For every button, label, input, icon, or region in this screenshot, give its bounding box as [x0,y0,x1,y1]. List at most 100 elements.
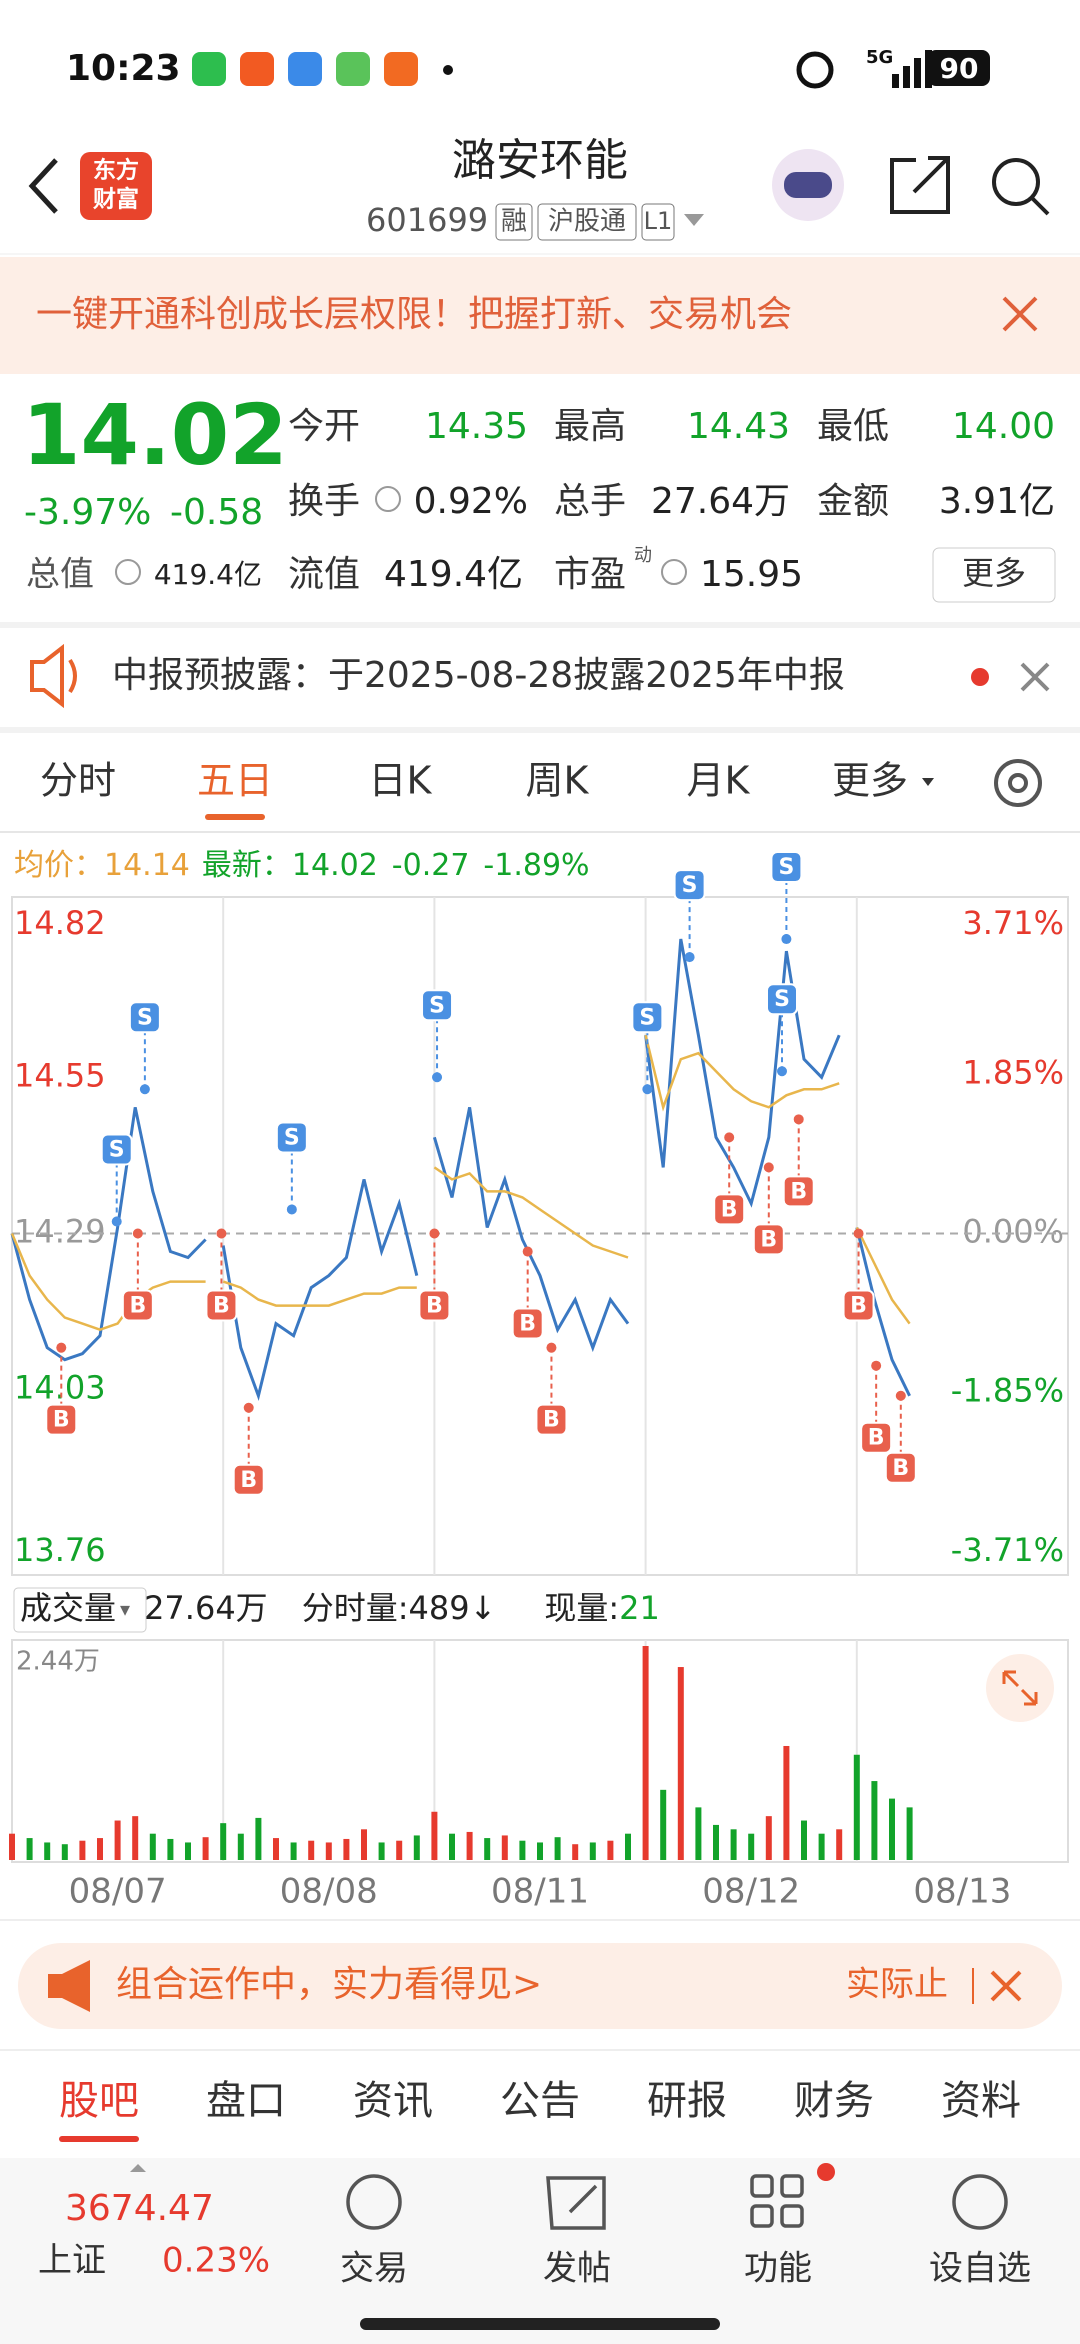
tick-volume: 分时量:489↓ [302,1589,497,1627]
volume-header: 成交量 ▾ 27.64万 分时量:489↓ 现量:21 [20,1589,660,1627]
tab[interactable]: 周K [526,759,590,803]
field-sup: 动 [634,545,652,566]
field-value: 419.4亿 [384,554,523,595]
volume-bar [237,1833,244,1860]
marker-dot [684,952,695,963]
volume-bar [836,1829,843,1860]
volume-bar [589,1842,596,1860]
bottom-tab[interactable]: 研报 [647,2078,727,2124]
volume-bar [26,1838,33,1860]
latest-label: 最新： [202,848,292,883]
dropdown[interactable] [684,214,704,226]
volume-bar [378,1842,385,1860]
marker-box [860,1421,893,1454]
volume-bar [713,1824,719,1860]
field-label: 最低 [817,406,889,447]
y2-tick-label: 0.00% [962,1213,1064,1251]
close-button[interactable] [990,1970,1022,2002]
marker-dot [793,1114,804,1125]
share-icon[interactable] [890,156,950,214]
price-line [10,1106,207,1362]
x-tick-label: 08/07 [69,1872,167,1912]
marker-box [45,1403,78,1436]
volume-bar [572,1844,579,1860]
bottom-tab[interactable]: 财务 [794,2078,874,2124]
nav-item[interactable]: 发帖 [543,2249,611,2289]
close-button[interactable] [1020,662,1050,692]
volume-selector[interactable] [13,1587,147,1633]
volume-bar [449,1833,455,1860]
marker-label: S [284,1125,300,1150]
info-icon[interactable] [375,486,401,512]
stock-name: 潞安环能 [452,135,628,186]
volume-bar [9,1833,15,1860]
volume-bar [801,1820,807,1860]
marker-dot [871,1360,882,1371]
marker-dot [216,1228,227,1239]
logo-text: 财富 [93,186,139,213]
bottom-tab[interactable]: 公告 [500,2078,580,2124]
nav-item[interactable]: 交易 [340,2249,408,2289]
tab[interactable]: 更多 [832,759,908,803]
info-line: 均价：14.14 最新：14.02 -0.27 -1.89% [14,848,590,883]
tab[interactable]: 日K [369,759,433,803]
ad-banner[interactable] [18,1943,1062,2029]
tab[interactable]: 分时 [40,759,116,803]
marker-box [128,1001,161,1034]
expand-button[interactable] [986,1654,1054,1722]
y-tick-label: 14.55 [14,1056,106,1094]
avg-label: 均价： [14,848,104,883]
nav-item[interactable]: 设自选 [929,2249,1031,2289]
info-icon[interactable] [115,559,141,585]
marker-label: B [721,1197,738,1222]
banner-text: 一键开通科创成长层权限！把握打新、交易机会 [36,294,792,335]
notice-text: 中报预披露：于2025-08-28披露2025年中报 [112,655,845,696]
nav-icons [346,2174,1008,2230]
bottom-tab[interactable]: 股吧 [59,2078,139,2124]
volume-bar [677,1667,684,1860]
more-button[interactable] [932,547,1056,603]
settings-icon[interactable] [994,759,1042,807]
banner[interactable] [0,257,1080,374]
marker-label: B [213,1294,230,1319]
field-label: 市盈 [554,554,626,595]
marker-label: S [682,873,698,898]
badge-box [495,203,533,241]
marker-box [631,1001,664,1034]
marker-label: S [774,987,790,1012]
volume-bar [343,1838,350,1860]
field-label: 流值 [288,554,360,595]
tab-underline [205,814,265,820]
info-icon[interactable] [661,559,687,585]
unread-dot [971,668,989,686]
tab[interactable]: 月K [687,759,751,803]
logo[interactable] [80,152,152,220]
volume-bar [149,1833,156,1860]
volume-bar [783,1745,790,1860]
y2-tick-label: -3.71% [951,1531,1064,1569]
bottom-tab[interactable]: 资讯 [353,2078,433,2124]
home-indicator [360,2318,720,2330]
back-button[interactable] [28,158,58,214]
tab-arrow [922,778,934,786]
volume-bar [466,1831,473,1860]
volume-bar [484,1838,491,1860]
tab[interactable]: 五日 [197,759,273,803]
volume-label: 成交量 [20,1589,116,1627]
marker-dot [763,1162,774,1173]
bottom-tab[interactable]: 盘口 [206,2078,286,2124]
marker-label: B [129,1294,146,1319]
marker-box [511,1307,544,1340]
network: 5G [866,47,893,68]
field-value: 27.64万 [651,481,790,522]
marker-dot [895,1390,906,1401]
marker-dot [132,1228,143,1239]
close-button[interactable] [1002,296,1038,332]
nav-item[interactable]: 功能 [744,2249,812,2289]
search-icon[interactable] [992,158,1040,206]
bottom-tab[interactable]: 资料 [941,2078,1021,2124]
volume-bar [607,1840,614,1860]
marker-box [673,869,706,902]
